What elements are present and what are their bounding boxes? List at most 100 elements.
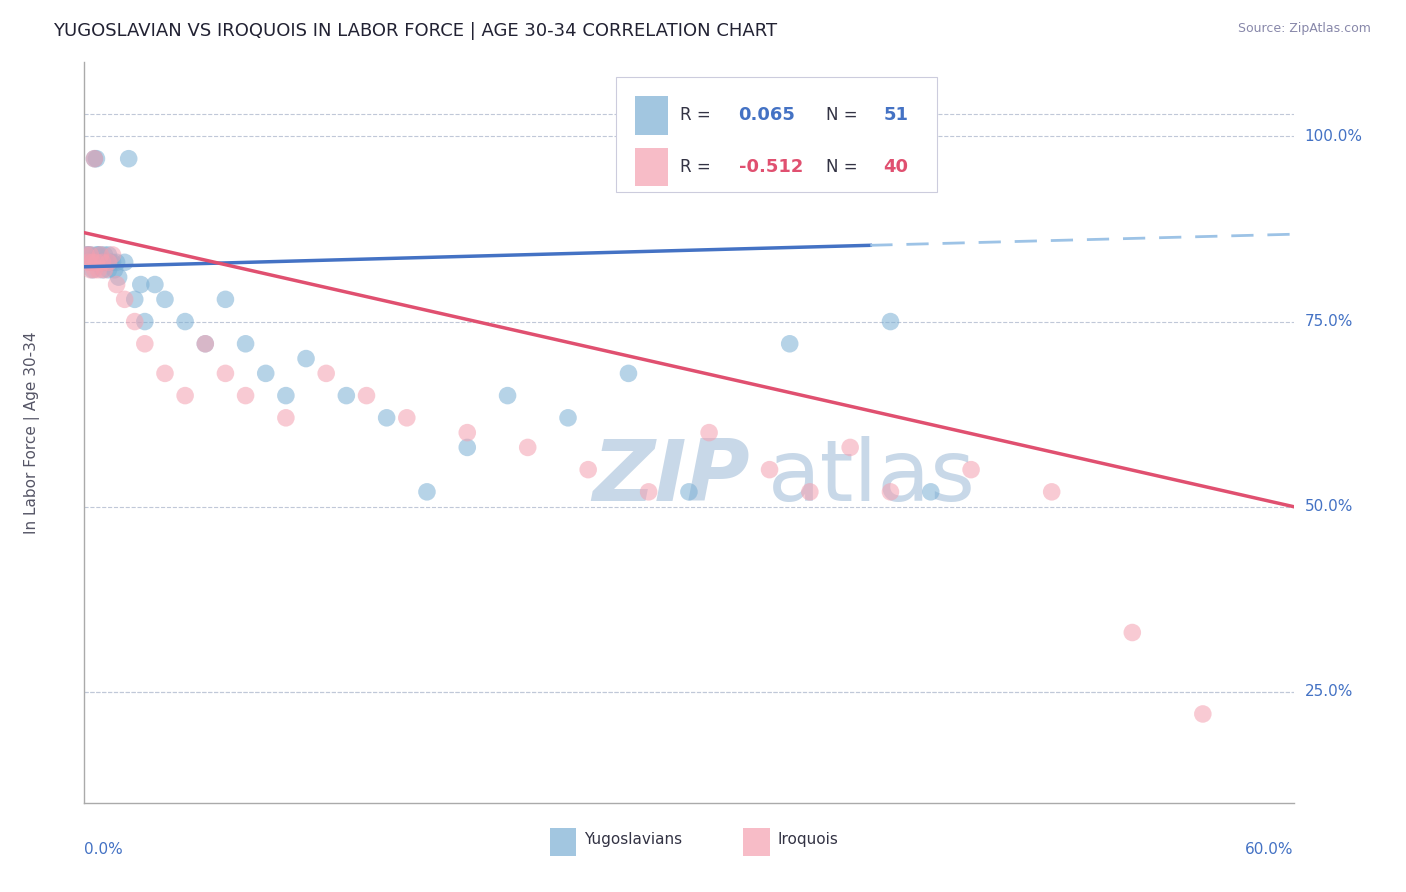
Point — [576, 462, 599, 476]
Text: 60.0%: 60.0% — [1246, 842, 1294, 856]
Text: Iroquois: Iroquois — [778, 832, 838, 847]
Point — [86, 152, 108, 166]
Point — [839, 441, 862, 455]
Point — [87, 248, 110, 262]
Point — [83, 152, 105, 166]
Point — [75, 248, 97, 262]
Point — [557, 410, 579, 425]
Point — [194, 336, 217, 351]
Point — [83, 152, 105, 166]
Point — [194, 336, 217, 351]
Point — [91, 255, 114, 269]
Point — [79, 255, 101, 269]
Point — [86, 255, 108, 269]
Point — [107, 270, 129, 285]
Text: atlas: atlas — [768, 435, 976, 518]
Point — [920, 484, 942, 499]
Bar — [634, 96, 668, 135]
Text: Source: ZipAtlas.com: Source: ZipAtlas.com — [1237, 22, 1371, 36]
Point — [101, 255, 124, 269]
Text: 0.065: 0.065 — [738, 106, 796, 124]
Point — [456, 441, 478, 455]
Bar — [744, 828, 770, 856]
Text: 25.0%: 25.0% — [1305, 684, 1353, 699]
Point — [1192, 706, 1215, 721]
Point — [100, 255, 122, 269]
Point — [83, 255, 105, 269]
Point — [395, 410, 418, 425]
Point — [77, 248, 100, 262]
Point — [129, 277, 152, 292]
Text: 0.0%: 0.0% — [84, 842, 124, 856]
Text: 75.0%: 75.0% — [1305, 314, 1353, 329]
Point — [124, 293, 146, 307]
Point — [82, 255, 104, 269]
Point — [678, 484, 700, 499]
Text: R =: R = — [681, 158, 717, 176]
Text: In Labor Force | Age 30-34: In Labor Force | Age 30-34 — [24, 331, 39, 534]
Point — [153, 367, 176, 381]
Point — [118, 152, 141, 166]
Point — [697, 425, 720, 440]
Point — [617, 367, 640, 381]
Point — [75, 248, 97, 262]
Point — [214, 293, 236, 307]
Point — [124, 314, 146, 328]
Point — [758, 462, 780, 476]
Point — [134, 314, 156, 328]
Point — [496, 389, 519, 403]
Point — [87, 255, 110, 269]
Point — [254, 367, 277, 381]
Point — [105, 277, 128, 292]
Point — [274, 410, 297, 425]
Point — [356, 389, 378, 403]
Point — [799, 484, 821, 499]
Text: -0.512: -0.512 — [738, 158, 803, 176]
Point — [637, 484, 659, 499]
Point — [879, 314, 901, 328]
Point — [77, 255, 100, 269]
Point — [114, 293, 136, 307]
Point — [96, 255, 118, 269]
Point — [79, 248, 101, 262]
Text: N =: N = — [825, 158, 862, 176]
Point — [97, 248, 120, 262]
FancyBboxPatch shape — [616, 78, 936, 192]
Point — [153, 293, 176, 307]
Point — [89, 248, 111, 262]
Point — [86, 248, 108, 262]
Point — [295, 351, 318, 366]
Text: 100.0%: 100.0% — [1305, 129, 1362, 144]
Point — [335, 389, 357, 403]
Point — [235, 389, 257, 403]
Point — [97, 262, 120, 277]
Point — [456, 425, 478, 440]
Point — [87, 262, 110, 277]
Point — [779, 336, 801, 351]
Bar — [550, 828, 576, 856]
Point — [82, 255, 104, 269]
Point — [105, 255, 128, 269]
Point — [174, 389, 197, 403]
Point — [89, 255, 111, 269]
Point — [1040, 484, 1063, 499]
Point — [83, 262, 105, 277]
Point — [93, 262, 115, 277]
Point — [879, 484, 901, 499]
Point — [91, 262, 114, 277]
Text: 40: 40 — [883, 158, 908, 176]
Point — [174, 314, 197, 328]
Point — [89, 248, 111, 262]
Text: 51: 51 — [883, 106, 908, 124]
Text: Yugoslavians: Yugoslavians — [583, 832, 682, 847]
Point — [97, 255, 120, 269]
Point — [274, 389, 297, 403]
Text: 50.0%: 50.0% — [1305, 500, 1353, 514]
Text: YUGOSLAVIAN VS IROQUOIS IN LABOR FORCE | AGE 30-34 CORRELATION CHART: YUGOSLAVIAN VS IROQUOIS IN LABOR FORCE |… — [53, 22, 778, 40]
Point — [82, 262, 104, 277]
Point — [1121, 625, 1143, 640]
Point — [79, 248, 101, 262]
Point — [101, 248, 124, 262]
Point — [91, 255, 114, 269]
Point — [315, 367, 337, 381]
